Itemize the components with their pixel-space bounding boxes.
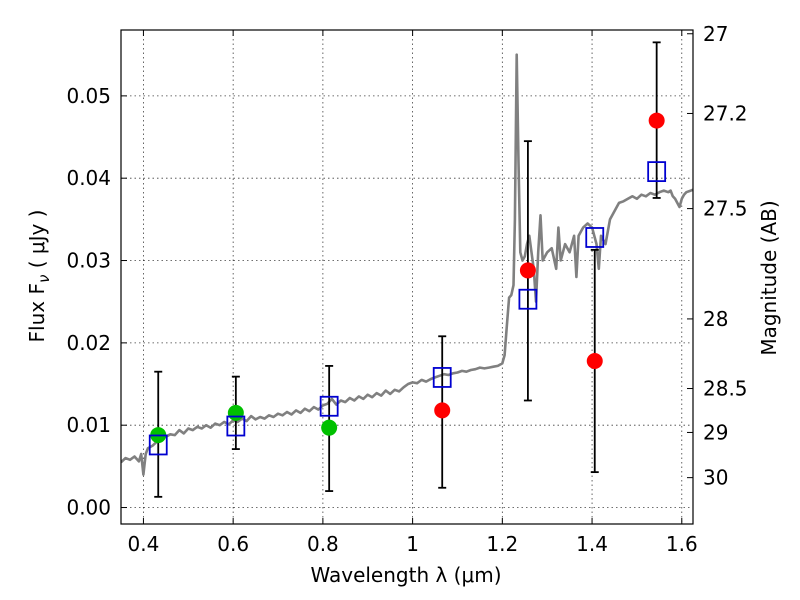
red-data-point — [434, 402, 451, 419]
y2-tick-label: 29 — [703, 420, 728, 444]
y-tick-label: 0.02 — [66, 331, 111, 355]
y-tick-label: 0.00 — [66, 496, 111, 520]
red-data-point — [519, 262, 536, 279]
y2-tick-label: 28.5 — [703, 377, 748, 401]
x-tick-label: 1 — [406, 532, 419, 556]
x-tick-label: 1.6 — [666, 532, 698, 556]
y-axis-label: Flux Fν ( μJy ) — [25, 210, 53, 343]
y2-tick-label: 27 — [703, 22, 728, 46]
spectrum-line — [121, 53, 693, 476]
red-data-point — [586, 352, 603, 369]
grid-layer — [121, 30, 693, 524]
x-tick-label: 0.4 — [128, 532, 160, 556]
model-photometry-square — [319, 395, 339, 417]
y-axis-label-unit: ( μJy ) — [25, 210, 49, 275]
model-photometry-square — [432, 367, 452, 388]
model-photometry-square — [585, 227, 605, 248]
model-photometry-square — [148, 434, 168, 456]
spectrum-layer — [121, 53, 693, 476]
y2-tick-label: 28 — [703, 307, 728, 331]
y-tick-label: 0.03 — [66, 249, 111, 273]
y-tick-label: 0.01 — [66, 413, 111, 437]
marker-layer — [148, 112, 667, 456]
x-axis-label: Wavelength λ (μm) — [310, 563, 501, 587]
tick-layer: 0.4 0.6 0.8 1 1.2 1.4 1.6 0.00 0.01 0.02 0.03 0.04 0… — [66, 22, 747, 556]
model-photometry-square — [226, 415, 246, 437]
y2-tick-label: 27.5 — [703, 197, 748, 221]
x-tick-label: 1.2 — [486, 532, 518, 556]
y-tick-label: 0.04 — [66, 166, 111, 190]
y2-tick-label: 30 — [703, 466, 728, 490]
model-photometry-square — [647, 161, 667, 183]
x-tick-label: 0.8 — [307, 532, 339, 556]
errorbar-layer — [154, 41, 661, 498]
y-axis-label-subscript: ν — [35, 275, 53, 283]
x-tick-label: 1.4 — [576, 532, 608, 556]
model-photometry-square — [518, 288, 538, 310]
green-data-point — [321, 419, 338, 436]
plot-frame — [120, 29, 694, 525]
y-tick-label: 0.05 — [66, 84, 111, 108]
x-tick-label: 0.6 — [217, 532, 249, 556]
red-data-point — [648, 112, 665, 129]
y2-axis-label: Magnitude (AB) — [757, 200, 781, 355]
green-data-point — [227, 404, 244, 421]
y-axis-label-main: Flux F — [25, 283, 49, 342]
y2-tick-label: 27.2 — [703, 101, 748, 125]
